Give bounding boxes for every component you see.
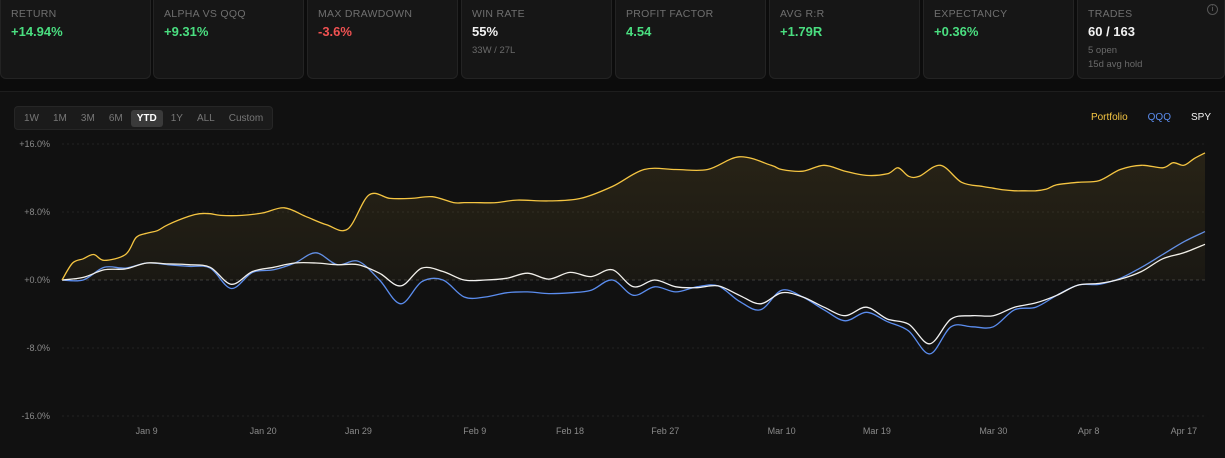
y-tick-label: +0.0% [24,275,50,285]
stat-label: TRADES [1088,8,1133,20]
stats-bar: RETURN +14.94% ALPHA VS QQQ +9.31% MAX D… [0,0,1225,80]
stat-subtext: 33W / 27L [472,45,516,56]
stat-card-trades: TRADES 60 / 163 5 open 15d avg hold i [1077,0,1225,79]
stat-label: ALPHA VS QQQ [164,8,246,20]
stat-value: 4.54 [626,24,652,39]
stat-value: 60 / 163 [1088,24,1135,39]
stat-card-return: RETURN +14.94% [0,0,151,79]
x-tick-label: Mar 30 [979,426,1007,436]
range-1w-button[interactable]: 1W [24,112,39,124]
stat-card-max-drawdown: MAX DRAWDOWN -3.6% [307,0,458,79]
legend-spy[interactable]: SPY [1190,112,1211,123]
x-axis: Jan 9 Jan 20 Jan 29 Feb 9 Feb 18 Feb 27 Mar 10… [136,426,1197,436]
stat-label: AVG R:R [780,8,825,20]
chart-legend: Portfolio QQQ SPY [1091,112,1211,123]
legend-qqq[interactable]: QQQ [1147,112,1171,123]
series-area-portfolio [62,152,1205,280]
info-icon[interactable]: i [1207,4,1218,15]
stat-subtext: 5 open 15d avg hold [1088,44,1214,72]
series-line-portfolio [61,152,1206,281]
range-3m-button[interactable]: 3M [80,112,95,124]
y-axis: +16.0% +8.0% +0.0% -8.0% -16.0% [19,139,50,421]
stat-label: WIN RATE [472,8,525,20]
open-trades-text: 5 open [1088,45,1118,56]
stat-value: -3.6% [318,24,352,39]
stat-label: PROFIT FACTOR [626,8,714,20]
stat-label: RETURN [11,8,57,20]
chart-series [61,152,1206,355]
range-1y-button[interactable]: 1Y [170,112,183,124]
stat-card-expectancy: EXPECTANCY +0.36% [923,0,1074,79]
range-all-button[interactable]: ALL [196,112,215,124]
avg-hold-text: 15d avg hold [1088,59,1143,70]
x-tick-label: Apr 8 [1078,426,1100,436]
equity-line-chart: +16.0%+8.0%+0.0%-8.0%-16.0% Jan 9 Jan 20 J… [19,139,1206,436]
x-tick-label: Jan 9 [136,426,158,436]
stat-label: EXPECTANCY [934,8,1008,20]
stat-card-profit-factor: PROFIT FACTOR 4.54 [615,0,766,79]
stat-card-win-rate: WIN RATE 55% 33W / 27L [461,0,612,79]
x-tick-label: Jan 20 [250,426,277,436]
stat-value: +9.31% [164,24,209,39]
x-tick-label: Mar 19 [863,426,891,436]
stat-card-avg-rr: AVG R:R +1.79R [769,0,920,79]
legend-portfolio[interactable]: Portfolio [1090,112,1128,123]
range-6m-button[interactable]: 6M [108,112,123,124]
stat-value: 55% [472,24,499,39]
x-tick-label: Jan 29 [345,426,372,436]
x-tick-label: Mar 10 [768,426,796,436]
range-selector: 1W 1M 3M 6M YTD 1Y ALL Custom [14,106,274,130]
y-tick-label: -16.0% [21,411,50,421]
stat-card-alpha: ALPHA VS QQQ +9.31% [153,0,304,79]
stat-value: +1.79R [780,24,823,39]
y-tick-label: +16.0% [19,139,50,149]
stat-value: +0.36% [934,24,979,39]
stat-value: +14.94% [11,24,63,39]
x-tick-label: Apr 17 [1171,426,1198,436]
range-ytd-button[interactable]: YTD [130,109,163,127]
y-tick-label: -8.0% [26,343,50,353]
y-tick-label: +8.0% [24,207,50,217]
x-tick-label: Feb 27 [651,426,679,436]
range-custom-button[interactable]: Custom [228,112,264,124]
x-tick-label: Feb 9 [463,426,486,436]
x-tick-label: Feb 18 [556,426,584,436]
stat-label: MAX DRAWDOWN [318,8,413,20]
range-1m-button[interactable]: 1M [53,112,67,124]
